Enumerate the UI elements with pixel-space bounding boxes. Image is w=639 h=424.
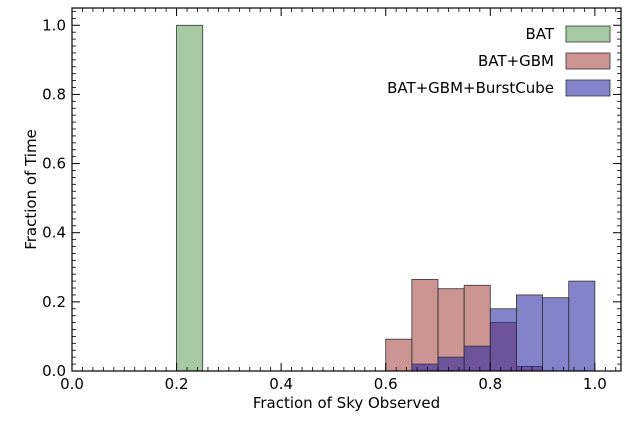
legend: BAT BAT+GBM BAT+GBM+BurstCube (387, 25, 611, 97)
bar-bat-0 (176, 24, 204, 372)
bar-bat-gbm-burstcube-2 (463, 345, 491, 372)
y-tick-label: 0.0 (42, 362, 66, 380)
y-tick-label: 0.8 (42, 85, 66, 103)
bar-bat-gbm-burstcube-4 (516, 294, 543, 372)
axis-ticks: 0.00.0 0.2 0.2 0.4 0.4 0.6 0.6 0.8 0.8 1.0 1.0 (42, 8, 621, 393)
x-tick-label: 0.0 (60, 375, 84, 393)
plot-frame (71, 7, 622, 372)
legend-swatch-bat (565, 25, 611, 43)
bar-bat-gbm-0 (385, 338, 413, 372)
histogram-bars (176, 24, 596, 372)
y-tick-label: 0.2 (42, 293, 66, 311)
bar-bat-gbm-burstcube-6 (568, 280, 596, 372)
bar-bat-gbm-burstcube-0 (411, 363, 439, 372)
bar-bat-gbm-burstcube-5 (542, 297, 570, 372)
y-axis-label: Fraction of Time (22, 129, 40, 250)
x-tick-label: 0.8 (478, 375, 502, 393)
y-tick-label: 1.0 (42, 16, 66, 34)
x-tick-label: 0.4 (269, 375, 293, 393)
x-tick-label: 0.6 (374, 375, 398, 393)
bar-bat-gbm-burstcube-3 (489, 308, 517, 372)
bar-bat-gbm-burstcube-1 (437, 356, 465, 372)
y-tick-label: 0.4 (42, 224, 66, 242)
legend-label-bat-gbm: BAT+GBM (478, 52, 554, 70)
x-tick-label: 0.2 (165, 375, 189, 393)
x-tick-label: 1.0 (583, 375, 607, 393)
bar-bat-gbm-1 (411, 278, 439, 372)
legend-swatch-bat-gbm (565, 52, 611, 70)
x-axis-label: Fraction of Sky Observed (253, 394, 440, 412)
y-tick-label: 0.6 (42, 155, 66, 173)
legend-swatch-bat-gbm-burstcube (565, 79, 611, 97)
legend-label-bat: BAT (525, 25, 554, 43)
legend-label-bat-gbm-burstcube: BAT+GBM+BurstCube (387, 79, 554, 97)
